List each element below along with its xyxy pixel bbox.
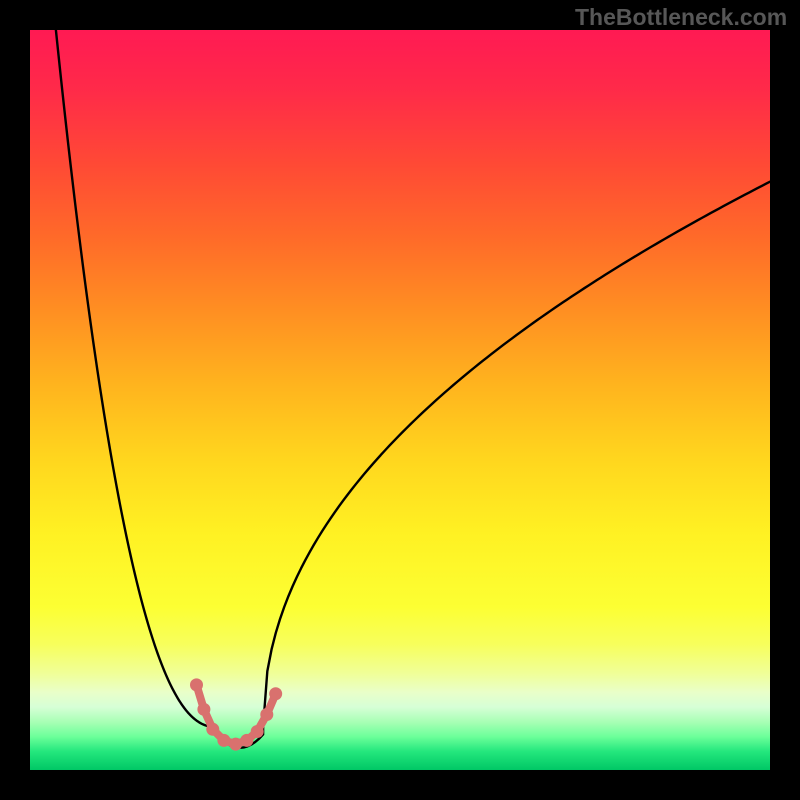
chart-svg-layer [0, 0, 800, 800]
optimal-range-marker-dot [229, 738, 242, 751]
watermark-label: TheBottleneck.com [575, 4, 787, 31]
optimal-range-marker-dot [206, 723, 219, 736]
optimal-range-marker-dot [240, 734, 253, 747]
optimal-range-marker-dot [251, 725, 264, 738]
optimal-range-marker-dot [217, 734, 230, 747]
optimal-range-marker-dot [269, 687, 282, 700]
optimal-range-marker-dot [260, 708, 273, 721]
optimal-range-marker-dot [197, 703, 210, 716]
bottleneck-curve [56, 30, 770, 748]
optimal-range-marker-dot [190, 678, 203, 691]
